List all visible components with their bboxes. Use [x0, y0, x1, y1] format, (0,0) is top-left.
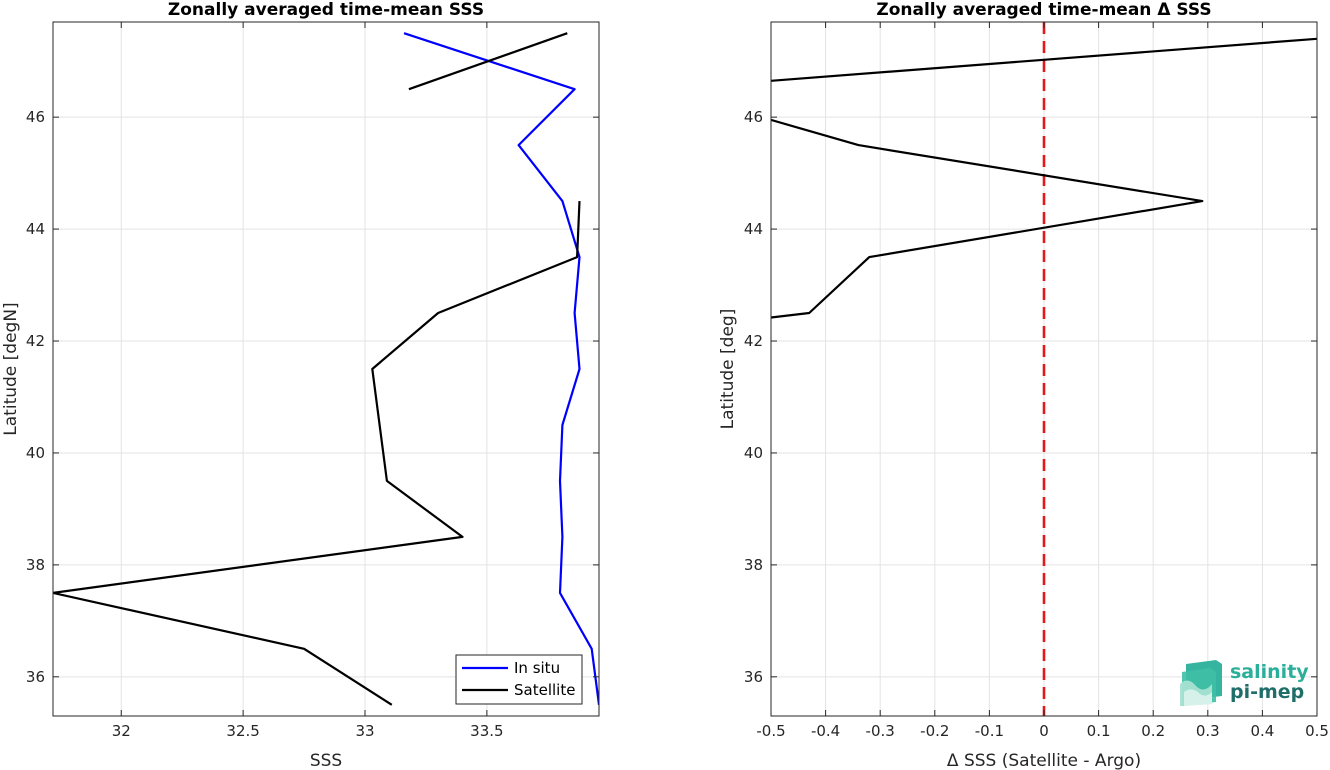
left-ticks: 32 32.5 33 33.5 36 38 40 42 44 46 — [26, 22, 599, 740]
left-y-tick-label: 36 — [26, 668, 45, 686]
logo-text-pi-mep: pi-mep — [1230, 681, 1304, 703]
right-x-tick-label: 0 — [1039, 722, 1049, 740]
right-x-tick-label: 0.3 — [1196, 722, 1220, 740]
left-chart-title: Zonally averaged time-mean SSS — [168, 0, 484, 20]
right-y-tick-label: 36 — [744, 668, 763, 686]
right-x-tick-label: 0.2 — [1141, 722, 1165, 740]
right-x-tick-label: -0.2 — [920, 722, 949, 740]
right-x-axis-label: Δ SSS (Satellite - Argo) — [947, 751, 1141, 770]
left-x-tick-label: 33.5 — [470, 722, 503, 740]
right-y-tick-label: 38 — [744, 556, 763, 574]
right-y-tick-label: 40 — [744, 444, 763, 462]
right-x-tick-label: -0.5 — [756, 722, 785, 740]
logo-wave-icon — [1180, 660, 1222, 706]
left-series — [53, 32, 599, 706]
right-y-axis-label: Latitude [deg] — [718, 309, 738, 430]
right-x-tick-label: -0.4 — [811, 722, 840, 740]
right-panel: Zonally averaged time-mean Δ SSS -0.5 -0.… — [718, 0, 1329, 770]
left-series-line-in-situ — [403, 32, 599, 705]
left-x-tick-label: 33 — [355, 722, 374, 740]
right-y-tick-label: 46 — [744, 108, 763, 126]
right-x-tick-label: 0.5 — [1305, 722, 1329, 740]
salinity-pi-mep-logo: salinity pi-mep — [1180, 660, 1309, 706]
right-x-tick-label: 0.1 — [1087, 722, 1111, 740]
left-y-tick-label: 42 — [26, 332, 45, 350]
left-x-tick-label: 32 — [112, 722, 131, 740]
left-y-tick-label: 46 — [26, 108, 45, 126]
right-x-tick-label: 0.4 — [1250, 722, 1274, 740]
left-plot-area — [53, 22, 599, 716]
right-series-line-delta-sss — [771, 118, 1204, 319]
left-x-tick-label: 32.5 — [226, 722, 259, 740]
left-grid — [53, 22, 599, 716]
left-series-line-satellite — [53, 201, 581, 706]
legend-label-in-situ: In situ — [514, 659, 560, 677]
left-x-axis-label: SSS — [310, 751, 342, 770]
left-y-axis-label: Latitude [degN] — [1, 302, 21, 435]
legend: In situ Satellite — [455, 654, 583, 705]
right-ticks: -0.5 -0.4 -0.3 -0.2 -0.1 0 0.1 0.2 0.3 0.4 0.5 36 38… — [744, 22, 1329, 740]
left-y-tick-label: 44 — [26, 220, 45, 238]
legend-label-satellite: Satellite — [514, 681, 575, 699]
right-chart-title: Zonally averaged time-mean Δ SSS — [876, 0, 1211, 20]
left-plot-frame — [52, 21, 600, 717]
right-y-tick-label: 42 — [744, 332, 763, 350]
right-series-line-delta-sss — [771, 37, 1317, 82]
right-series — [771, 22, 1317, 716]
logo-text-salinity: salinity — [1230, 661, 1309, 683]
right-y-tick-label: 44 — [744, 220, 763, 238]
right-x-tick-label: -0.1 — [975, 722, 1004, 740]
right-x-tick-label: -0.3 — [866, 722, 895, 740]
left-y-tick-label: 38 — [26, 556, 45, 574]
legend-box — [455, 654, 583, 705]
left-panel: Zonally averaged time-mean SSS 32 32.5 33 3… — [1, 0, 600, 770]
left-series-line-satellite — [408, 32, 568, 91]
left-y-tick-label: 40 — [26, 444, 45, 462]
